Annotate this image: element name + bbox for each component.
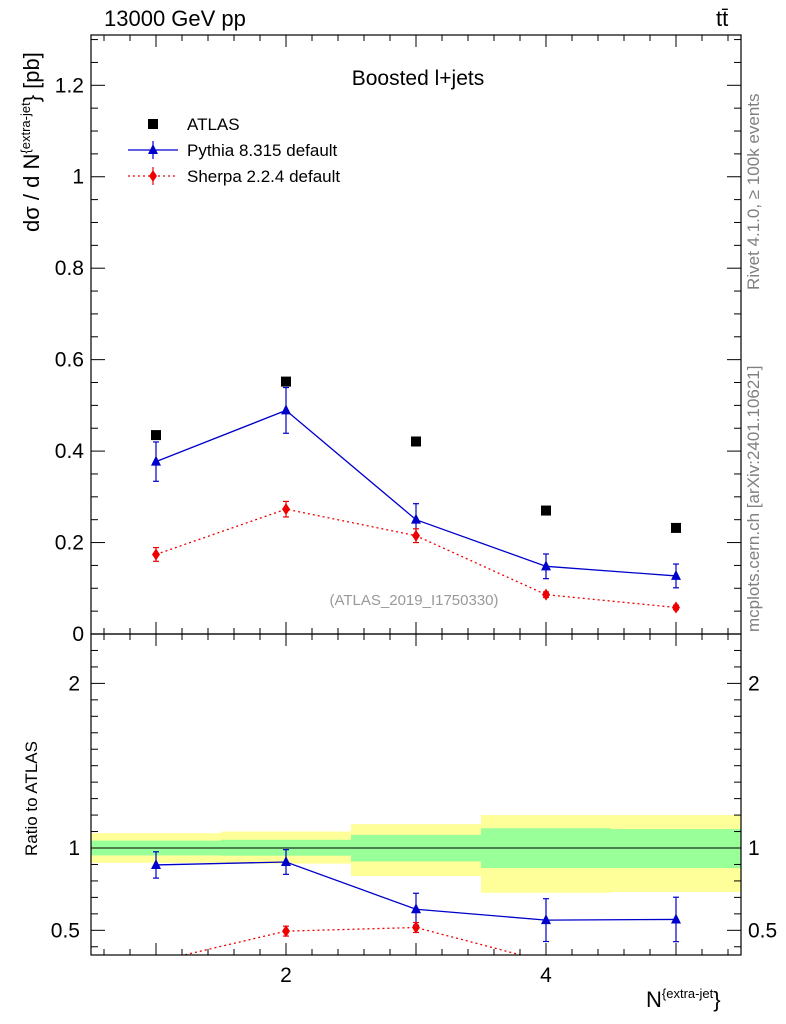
y-axis-title-ratio: Ratio to ATLAS xyxy=(22,741,41,856)
legend-label: Pythia 8.315 default xyxy=(187,141,338,160)
xlabel-suffix: } xyxy=(713,987,721,1012)
y-tick-label: 1 xyxy=(72,166,84,189)
ratio-y-tick-label: 2 xyxy=(68,672,80,695)
data-point xyxy=(541,505,551,516)
credit-text: mcplots.cern.ch [arXiv:2401.10621] xyxy=(744,365,763,632)
data-point xyxy=(281,376,291,387)
data-point xyxy=(151,430,161,441)
data-point xyxy=(282,925,290,938)
data-point xyxy=(541,560,551,571)
legend-marker xyxy=(148,144,158,154)
rivet-info: Rivet 4.1.0, ≥ 100k events xyxy=(744,93,763,290)
y-tick-label: 0.8 xyxy=(55,257,84,280)
data-point xyxy=(671,569,681,580)
series-line xyxy=(155,409,677,577)
ylabel-suffix: } [pb] xyxy=(19,52,44,103)
data-point xyxy=(282,503,290,516)
data-point xyxy=(411,903,421,914)
data-point xyxy=(281,404,291,415)
process-label: tt̄ xyxy=(716,6,729,31)
ratio-y-tick-label: 1 xyxy=(68,837,80,860)
legend-label: ATLAS xyxy=(187,115,240,134)
ylabel-sup: {extra-jet xyxy=(18,102,33,154)
data-point xyxy=(671,913,681,924)
energy-label: 13000 GeV pp xyxy=(104,6,246,31)
y-axis-title-main: dσ / d N{extra-jet} [pb] xyxy=(18,52,45,232)
x-axis-title: N{extra-jet} xyxy=(646,986,721,1013)
x-tick-label: 4 xyxy=(540,964,552,987)
data-point xyxy=(672,601,680,614)
data-point xyxy=(672,965,680,977)
y-tick-label: 0.6 xyxy=(55,349,84,372)
data-point xyxy=(411,436,421,447)
ratio-y-tick-label-right: 2 xyxy=(748,672,760,695)
inner-band-bin xyxy=(611,829,741,869)
xlabel-base: N xyxy=(646,987,662,1012)
data-point xyxy=(281,855,291,866)
data-point xyxy=(152,956,160,968)
legend: ATLAS Pythia 8.315 default Sherpa 2.2.4 de… xyxy=(128,115,340,186)
data-point xyxy=(151,858,161,869)
analysis-id-annotation: (ATLAS_2019_I1750330) xyxy=(329,592,498,609)
data-point xyxy=(542,588,550,601)
data-point xyxy=(671,522,681,533)
y-tick-label: 0.2 xyxy=(55,532,84,555)
xlabel-sup: {extra-jet xyxy=(661,986,714,1001)
data-point xyxy=(151,455,161,466)
ratio-y-tick-label-right: 0.5 xyxy=(748,919,777,942)
data-point xyxy=(541,914,551,925)
data-point xyxy=(412,921,420,934)
ylabel-prefix: dσ / d N xyxy=(19,153,44,232)
legend-marker xyxy=(148,119,158,129)
y-tick-label: 0 xyxy=(72,623,84,646)
data-point xyxy=(412,529,420,542)
y-tick-label: 0.4 xyxy=(55,440,85,463)
x-tick-label: 2 xyxy=(280,964,292,987)
side-credit: mcplots.cern.ch [arXiv:2401.10621] Rivet… xyxy=(744,93,764,632)
data-point xyxy=(152,548,160,561)
ratio-y-tick-label-right: 1 xyxy=(748,837,760,860)
data-point xyxy=(411,513,421,524)
y-tick-label: 1.2 xyxy=(55,74,84,97)
ratio-y-tick-label: 0.5 xyxy=(51,919,80,942)
chart-title: Boosted l+jets xyxy=(352,67,485,90)
legend-label: Sherpa 2.2.4 default xyxy=(187,167,340,186)
legend-marker xyxy=(149,170,157,182)
